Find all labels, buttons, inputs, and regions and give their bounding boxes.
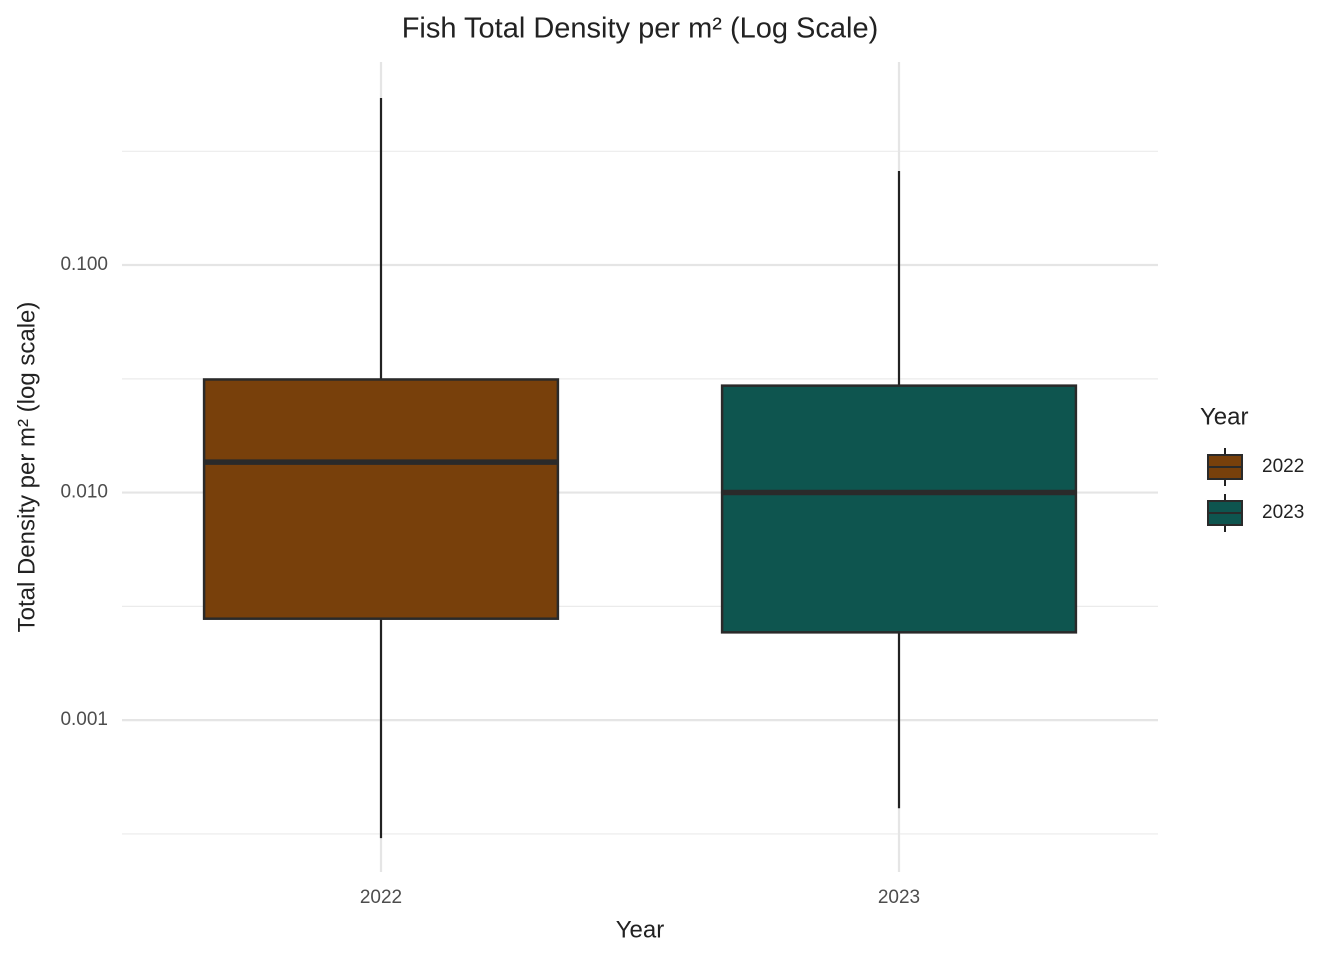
x-axis-label: Year	[616, 916, 665, 943]
legend-label: 2022	[1262, 456, 1304, 477]
y-tick-label: 0.001	[60, 709, 108, 730]
chart-title: Fish Total Density per m² (Log Scale)	[402, 13, 879, 45]
y-axis-label: Total Density per m² (log scale)	[13, 302, 40, 633]
x-tick-label: 2023	[878, 887, 920, 908]
x-tick-label: 2022	[360, 887, 402, 908]
y-tick-label: 0.010	[60, 482, 108, 503]
legend-title: Year	[1200, 403, 1249, 430]
legend-label: 2023	[1262, 502, 1304, 523]
box	[720, 384, 1078, 634]
y-tick-label: 0.100	[60, 254, 108, 275]
box	[202, 378, 560, 620]
